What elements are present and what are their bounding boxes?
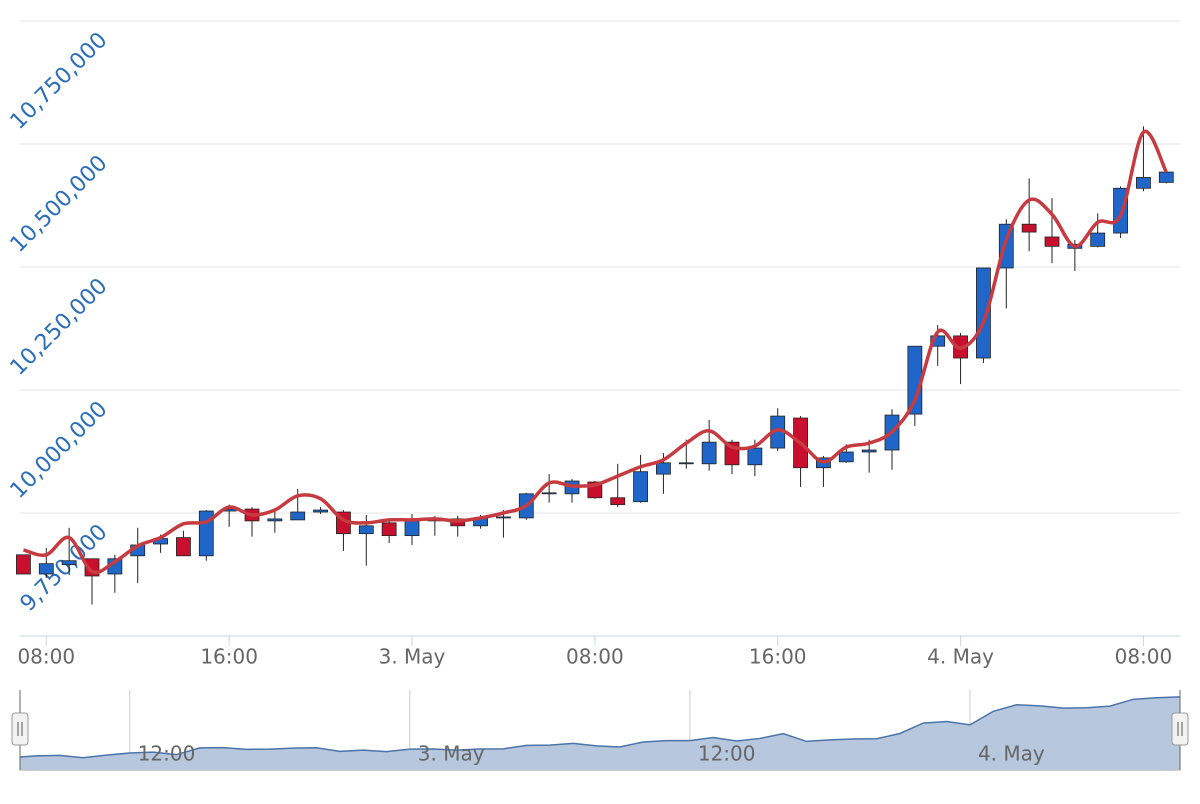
candle-body — [267, 518, 283, 522]
candle-body — [381, 522, 397, 537]
x-tick-label: 16:00 — [749, 645, 807, 669]
candle-body — [1044, 236, 1060, 247]
navigator-handle[interactable] — [1171, 712, 1189, 746]
candle-body — [747, 447, 763, 466]
navigator-tick-label: 12:00 — [698, 742, 756, 766]
candle-body — [861, 449, 877, 453]
x-tick-label: 08:00 — [566, 645, 624, 669]
candle-body — [541, 492, 557, 495]
candle-body — [1136, 177, 1151, 189]
navigator-line — [20, 696, 1180, 759]
candle-body — [38, 563, 54, 575]
candle-body — [16, 554, 31, 575]
navigator-tick-label: 3. May — [418, 742, 485, 766]
candle-body — [176, 537, 191, 557]
navigator-handle[interactable] — [11, 712, 29, 746]
x-tick-label: 4. May — [927, 645, 994, 669]
navigator-tick-label: 12:00 — [138, 742, 196, 766]
candle-body — [1090, 232, 1106, 247]
candle-body — [290, 511, 306, 521]
candle-body — [313, 509, 328, 513]
x-tick-label: 3. May — [379, 645, 446, 669]
candle-body — [496, 516, 511, 519]
candle-body — [701, 441, 717, 465]
trend-line — [22, 129, 1168, 575]
y-tick-label: 10,500,000 — [6, 151, 113, 258]
candle-body — [1158, 171, 1174, 183]
candle-body — [610, 497, 626, 506]
y-tick-label: 10,250,000 — [6, 274, 113, 381]
candle-body — [633, 471, 648, 503]
candle-body — [1021, 223, 1037, 233]
y-tick-label: 10,000,000 — [6, 397, 113, 504]
candle-body — [656, 462, 671, 475]
candle-body — [61, 560, 77, 566]
navigator-series — [20, 696, 1180, 770]
candle-body — [976, 267, 991, 359]
x-tick-label: 08:00 — [1115, 645, 1173, 669]
x-tick-label: 08:00 — [17, 645, 75, 669]
candle-body — [838, 451, 854, 463]
navigator-area — [20, 696, 1180, 770]
candle-body — [358, 525, 374, 535]
candle-body — [930, 335, 946, 347]
y-tick-label: 10,750,000 — [6, 28, 113, 135]
x-tick-label: 16:00 — [200, 645, 258, 669]
candle-body — [678, 462, 694, 465]
navigator-tick-label: 4. May — [978, 742, 1045, 766]
